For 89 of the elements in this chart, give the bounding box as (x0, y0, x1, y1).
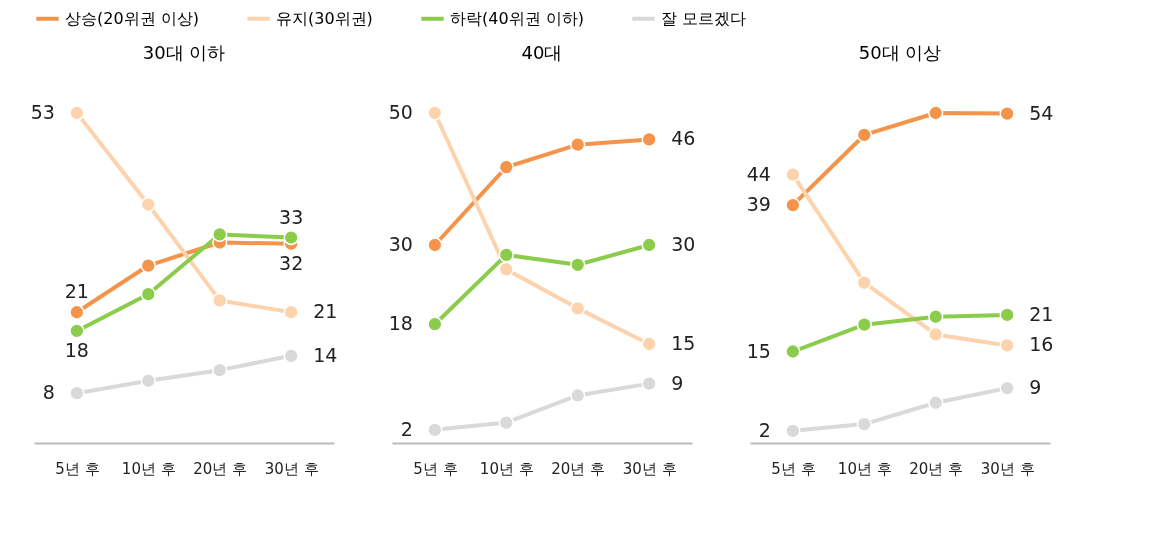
point (999, 337, 1015, 354)
x-tick-label: 10년 후 (121, 459, 176, 478)
data-label: 39 (746, 193, 771, 216)
data-label: 9 (1029, 376, 1042, 399)
x-tick-label: 30년 후 (622, 459, 677, 478)
point (140, 373, 156, 389)
point (140, 286, 156, 302)
point (69, 105, 85, 121)
chart-title: 30대 이하 (142, 42, 226, 64)
x-tick-label: 20년 후 (193, 459, 248, 478)
data-label: 18 (64, 338, 89, 361)
point (928, 395, 944, 411)
chart-title: 50대 이상 (858, 42, 942, 64)
point (570, 137, 586, 153)
data-label: 15 (671, 332, 696, 354)
x-tick-label: 5년 후 (771, 459, 816, 478)
point (999, 307, 1015, 323)
point (570, 387, 586, 404)
point (785, 197, 801, 213)
data-label: 21 (1029, 302, 1054, 325)
point (928, 326, 944, 343)
x-tick-label: 5년 후 (413, 459, 458, 478)
point (785, 166, 801, 183)
point (283, 348, 299, 364)
data-label: 46 (671, 127, 696, 150)
point (856, 416, 872, 432)
data-label: 18 (388, 312, 413, 335)
x-tick-label: 30년 후 (980, 459, 1035, 478)
data-label: 50 (388, 101, 413, 123)
point (498, 159, 514, 175)
point (427, 316, 443, 332)
point (856, 317, 872, 333)
point (140, 257, 156, 274)
point (498, 261, 514, 278)
data-label: 14 (313, 343, 338, 366)
point (999, 380, 1015, 396)
point (570, 257, 586, 273)
point (928, 105, 944, 121)
point (498, 247, 514, 263)
x-tick-label: 5년 후 (55, 459, 100, 478)
data-label: 2 (400, 417, 413, 440)
point (212, 226, 228, 243)
point (641, 375, 657, 392)
x-tick-label: 20년 후 (909, 459, 964, 478)
point (69, 323, 85, 339)
legend-label: 하락(40위권 이하) (450, 8, 584, 28)
point (570, 300, 586, 316)
data-label: 44 (746, 162, 771, 185)
point (641, 336, 657, 352)
data-label: 8 (42, 381, 55, 404)
point (212, 362, 228, 378)
point (928, 309, 944, 325)
chart-title: 40대 (521, 42, 563, 64)
point (785, 343, 801, 360)
data-label: 53 (30, 101, 55, 123)
point (427, 422, 443, 438)
x-tick-label: 10년 후 (479, 459, 534, 478)
data-label: 30 (388, 233, 413, 255)
point (69, 385, 85, 401)
point (427, 237, 443, 253)
data-label: 32 (279, 251, 304, 274)
point (785, 423, 801, 439)
point (498, 414, 514, 431)
x-tick-label: 10년 후 (837, 459, 892, 478)
legend-label: 유지(30위권) (276, 8, 373, 28)
data-label: 54 (1029, 101, 1054, 124)
data-label: 30 (671, 233, 696, 255)
point (641, 237, 657, 253)
point (641, 131, 657, 148)
data-label: 15 (746, 339, 771, 362)
point (856, 274, 872, 291)
point (856, 127, 872, 143)
data-label: 9 (671, 371, 684, 394)
point (140, 196, 156, 213)
data-label: 16 (1029, 333, 1054, 356)
data-label: 2 (758, 418, 771, 441)
x-tick-label: 30년 후 (264, 459, 319, 478)
legend-label: 상승(20위권 이상) (65, 8, 199, 28)
point (999, 105, 1015, 122)
data-label: 33 (279, 205, 304, 228)
point (283, 229, 299, 246)
x-tick-label: 20년 후 (551, 459, 606, 478)
point (212, 292, 228, 309)
point (69, 304, 85, 320)
legend-label: 잘 모르겠다 (661, 8, 747, 28)
data-label: 21 (313, 300, 338, 323)
point (427, 105, 443, 121)
point (283, 304, 299, 320)
data-label: 21 (64, 280, 89, 303)
